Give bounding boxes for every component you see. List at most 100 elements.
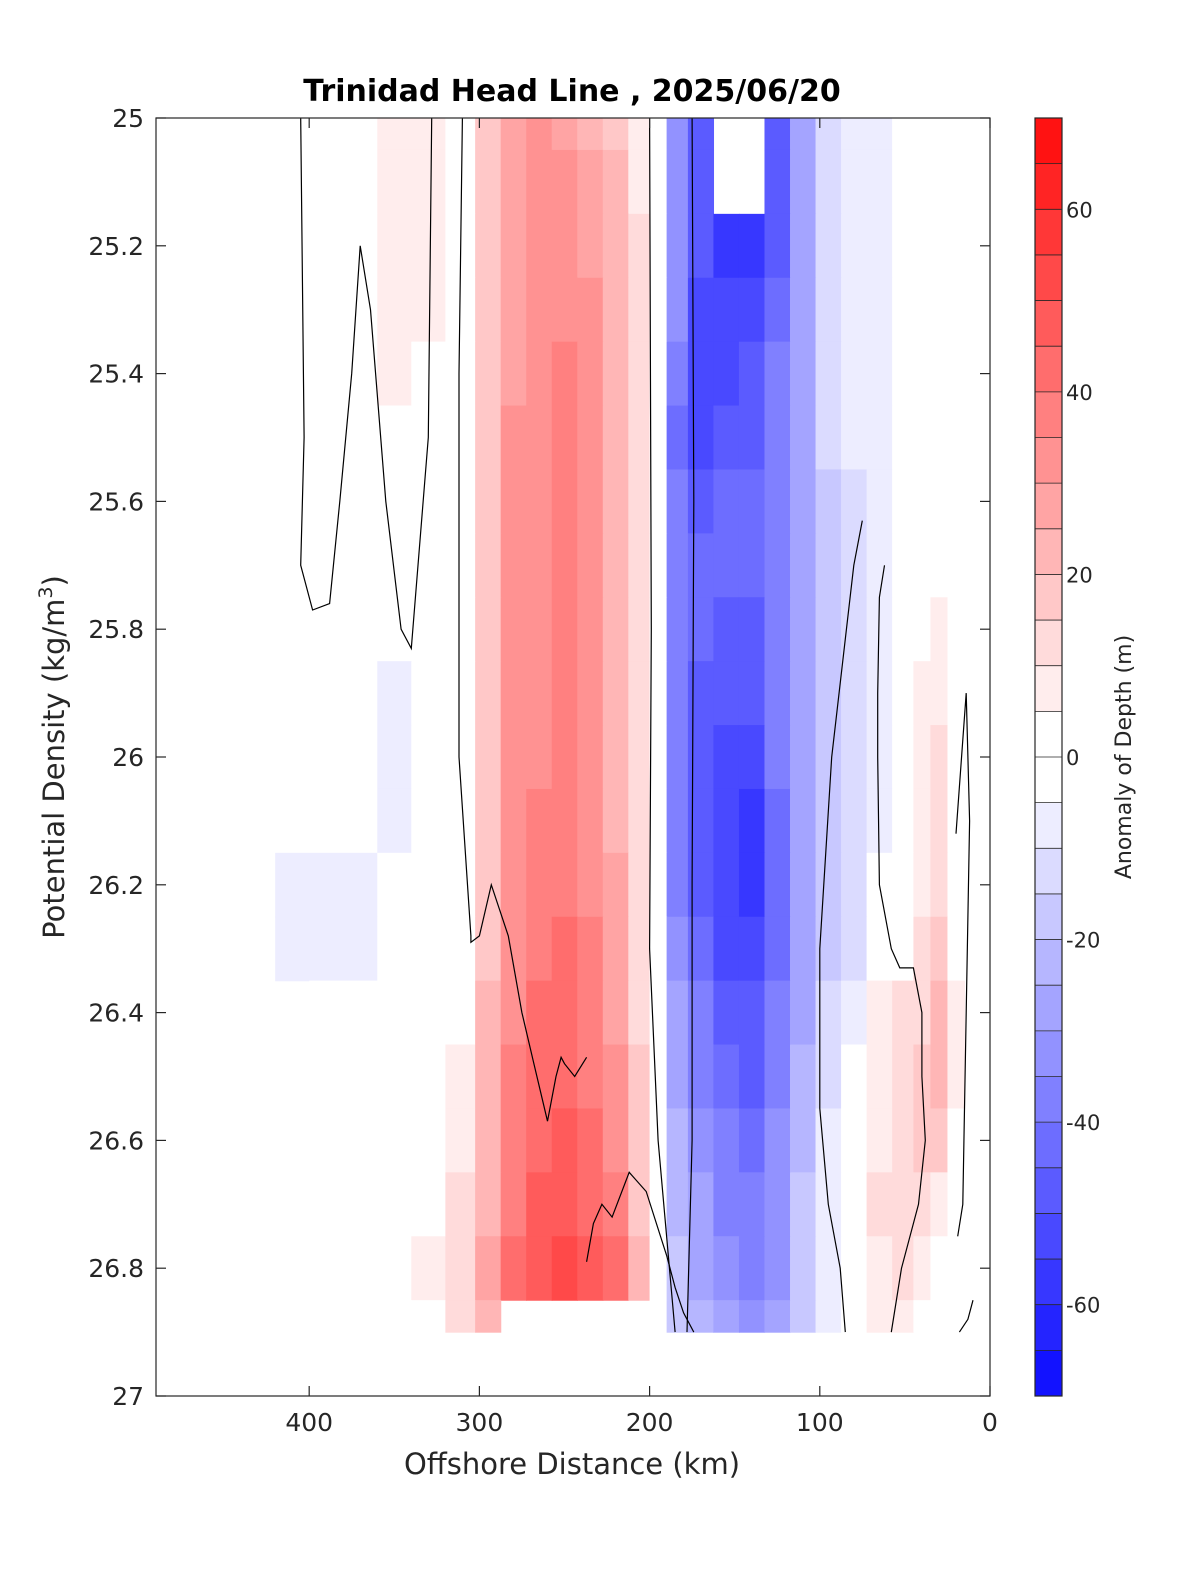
anomaly-cell bbox=[475, 149, 502, 215]
anomaly-cell bbox=[377, 118, 412, 151]
anomaly-cell bbox=[551, 1172, 578, 1237]
anomaly-cell bbox=[475, 852, 502, 918]
anomaly-cell bbox=[764, 405, 791, 471]
anomaly-cell bbox=[275, 213, 310, 279]
colorbar-tick-label: 40 bbox=[1066, 381, 1093, 405]
anomaly-cell bbox=[577, 149, 604, 215]
anomaly-cell bbox=[602, 788, 629, 854]
anomaly-cell bbox=[764, 1044, 791, 1110]
x-tick-label: 300 bbox=[456, 1408, 504, 1437]
anomaly-cell bbox=[628, 1236, 651, 1301]
anomaly-cell bbox=[445, 1108, 476, 1173]
anomaly-cell bbox=[649, 788, 668, 854]
colorbar-segment bbox=[1035, 1259, 1062, 1306]
anomaly-cell bbox=[892, 341, 915, 407]
anomaly-cell bbox=[628, 980, 651, 1046]
anomaly-cell bbox=[628, 469, 651, 534]
anomaly-cell bbox=[628, 661, 651, 726]
anomaly-cell bbox=[411, 852, 446, 918]
anomaly-cell bbox=[666, 1044, 689, 1110]
colorbar-segment bbox=[1035, 437, 1062, 484]
anomaly-cell bbox=[947, 980, 966, 1046]
zero-contour-line bbox=[877, 565, 926, 1333]
anomaly-cell bbox=[343, 1044, 378, 1110]
anomaly-cell bbox=[526, 1172, 553, 1237]
anomaly-cell bbox=[930, 980, 949, 1046]
anomaly-cell bbox=[445, 1172, 476, 1237]
anomaly-cell bbox=[602, 469, 629, 534]
anomaly-cell bbox=[687, 405, 715, 471]
anomaly-cell bbox=[687, 1300, 715, 1333]
anomaly-cell bbox=[602, 341, 629, 407]
anomaly-cell bbox=[713, 916, 740, 982]
colorbar bbox=[1035, 118, 1062, 1397]
anomaly-cell bbox=[445, 149, 476, 215]
anomaly-cell bbox=[815, 149, 842, 215]
anomaly-cell bbox=[475, 341, 502, 407]
anomaly-cell bbox=[577, 118, 604, 151]
anomaly-cell bbox=[790, 469, 817, 534]
y-tick-label: 26.2 bbox=[88, 871, 144, 900]
anomaly-cell bbox=[551, 788, 578, 854]
anomaly-cell bbox=[666, 725, 689, 790]
anomaly-cell bbox=[577, 661, 604, 726]
zero-contour-line bbox=[586, 1171, 695, 1333]
colorbar-segment bbox=[1035, 1213, 1062, 1260]
anomaly-cell bbox=[649, 1236, 668, 1301]
anomaly-cell bbox=[475, 788, 502, 854]
anomaly-cell bbox=[930, 916, 949, 982]
anomaly-cell bbox=[892, 1044, 915, 1110]
anomaly-cell bbox=[913, 1108, 932, 1173]
anomaly-cell bbox=[713, 661, 740, 726]
anomaly-cell bbox=[500, 1108, 527, 1173]
anomaly-cell bbox=[649, 980, 668, 1046]
anomaly-cell bbox=[500, 852, 527, 918]
anomaly-cell bbox=[764, 980, 791, 1046]
anomaly-cell bbox=[343, 405, 378, 471]
anomaly-cell bbox=[764, 1172, 791, 1237]
anomaly-cell bbox=[866, 405, 893, 471]
anomaly-cell bbox=[790, 725, 817, 790]
anomaly-cell bbox=[687, 341, 715, 407]
anomaly-cell bbox=[649, 1172, 668, 1237]
anomaly-cell bbox=[841, 725, 868, 790]
anomaly-cell bbox=[526, 277, 553, 343]
anomaly-cell bbox=[628, 597, 651, 662]
anomaly-cell bbox=[377, 533, 412, 598]
anomaly-cell bbox=[602, 213, 629, 279]
anomaly-cell bbox=[602, 533, 629, 598]
anomaly-cell bbox=[649, 149, 668, 215]
anomaly-cell bbox=[947, 1236, 966, 1301]
anomaly-cell bbox=[947, 1300, 966, 1333]
anomaly-cell bbox=[841, 980, 868, 1046]
anomaly-cell bbox=[475, 1236, 502, 1301]
anomaly-cell bbox=[841, 149, 868, 215]
zero-contour-line bbox=[458, 118, 588, 1122]
anomaly-cell bbox=[687, 661, 715, 726]
anomaly-cell bbox=[666, 469, 689, 534]
anomaly-cell bbox=[666, 149, 689, 215]
anomaly-cell bbox=[551, 149, 578, 215]
anomaly-cell bbox=[445, 1236, 476, 1301]
anomaly-cell bbox=[343, 1236, 378, 1301]
anomaly-cell bbox=[687, 597, 715, 662]
anomaly-cell bbox=[309, 118, 344, 151]
anomaly-cell bbox=[500, 1172, 527, 1237]
anomaly-cell bbox=[713, 597, 740, 662]
anomaly-cell bbox=[815, 533, 842, 598]
anomaly-cell bbox=[628, 916, 651, 982]
anomaly-cell bbox=[602, 852, 629, 918]
anomaly-cell bbox=[602, 1044, 629, 1110]
anomaly-cell bbox=[602, 1236, 629, 1301]
anomaly-cell bbox=[343, 149, 378, 215]
colorbar-tick-label: -20 bbox=[1066, 929, 1100, 953]
anomaly-cell bbox=[309, 469, 344, 534]
anomaly-cell bbox=[713, 788, 740, 854]
anomaly-cell bbox=[713, 405, 740, 471]
anomaly-cell bbox=[526, 661, 553, 726]
anomaly-cell bbox=[649, 1300, 668, 1333]
anomaly-cell bbox=[275, 916, 310, 982]
anomaly-cell bbox=[445, 533, 476, 598]
colorbar-segment bbox=[1035, 1122, 1062, 1169]
anomaly-cell bbox=[475, 1172, 502, 1237]
